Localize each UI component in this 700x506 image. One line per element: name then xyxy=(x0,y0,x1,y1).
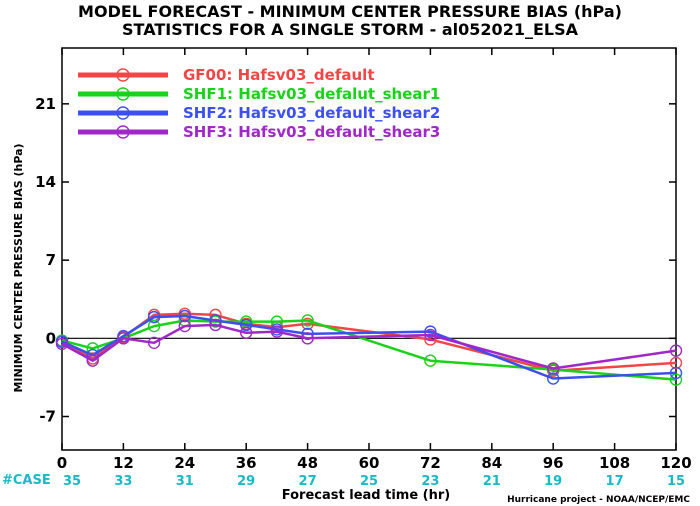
legend-entry: SHF2: Hafsv03_default_shear2 xyxy=(78,104,440,122)
case-count: 27 xyxy=(299,474,317,489)
x-tick-label: 24 xyxy=(174,454,195,472)
y-axis-label: MINIMUM CENTER PRESSURE BIAS (hPa) xyxy=(12,143,25,392)
x-tick-label: 120 xyxy=(660,454,691,472)
series-point xyxy=(239,326,253,339)
series-point xyxy=(424,354,437,367)
case-count: 15 xyxy=(667,474,685,489)
case-count: 35 xyxy=(63,474,81,489)
x-tick-label: 36 xyxy=(236,454,257,472)
y-tick-label: 0 xyxy=(46,329,56,347)
chart-title: MODEL FORECAST - MINIMUM CENTER PRESSURE… xyxy=(78,2,622,21)
legend-entry: GF00: Hafsv03_default xyxy=(78,66,374,84)
legend-marker xyxy=(116,125,130,139)
x-tick-label: 0 xyxy=(57,454,67,472)
x-tick-label: 12 xyxy=(113,454,134,472)
y-tick-label: 7 xyxy=(46,251,56,269)
x-tick-label: 72 xyxy=(420,454,441,472)
legend-label: GF00: Hafsv03_default xyxy=(183,66,374,84)
case-label: #CASE xyxy=(2,473,51,488)
series-2 xyxy=(55,314,683,386)
y-tick-label: -7 xyxy=(39,408,56,426)
series-point xyxy=(547,372,560,385)
chart-subtitle: STATISTICS FOR A SINGLE STORM - al052021… xyxy=(122,20,579,39)
legend-marker xyxy=(116,106,130,120)
series-point xyxy=(424,328,437,342)
x-tick-label: 84 xyxy=(481,454,502,472)
series-point xyxy=(147,319,161,333)
series-point xyxy=(669,356,683,370)
series-point xyxy=(424,325,437,338)
series-point xyxy=(117,332,130,345)
series-point xyxy=(209,318,222,332)
series-point xyxy=(547,362,560,375)
case-count: 31 xyxy=(176,474,194,489)
series-point xyxy=(147,336,161,349)
legend-entry: SHF3: Hafsv03_default_shear3 xyxy=(78,123,440,141)
series-point xyxy=(270,325,284,338)
series-point xyxy=(301,332,314,345)
case-count: 23 xyxy=(421,474,439,489)
legend-label: SHF1: Hafsv03_defalut_shear1 xyxy=(183,85,440,103)
x-tick-label: 96 xyxy=(543,454,564,472)
legend-marker xyxy=(116,68,130,82)
series-point xyxy=(669,366,683,380)
x-tick-label: 108 xyxy=(599,454,630,472)
series-line xyxy=(61,319,677,381)
series-point xyxy=(178,319,192,333)
case-count: 19 xyxy=(544,474,562,489)
case-count: 17 xyxy=(606,474,624,489)
y-tick-label: 21 xyxy=(35,95,56,113)
y-tick-label: 14 xyxy=(35,173,56,191)
credit-text: Hurricane project - NOAA/NCEP/EMC xyxy=(507,495,690,505)
series-point xyxy=(669,344,683,357)
case-count: 29 xyxy=(237,474,255,489)
case-count: 21 xyxy=(483,474,501,489)
legend-marker xyxy=(116,87,130,101)
series-point xyxy=(301,314,314,327)
series-4 xyxy=(55,318,683,375)
series-point xyxy=(239,318,253,332)
case-count: 33 xyxy=(114,474,132,489)
series-point xyxy=(270,315,284,328)
legend-entry: SHF1: Hafsv03_defalut_shear1 xyxy=(78,85,440,103)
series-point xyxy=(178,309,192,323)
plot-area: -7 0 7 14 21 0 35 12 33 24 31 36 29 48 27 60 25 72 23 84 21 9… xyxy=(35,47,692,489)
legend-label: SHF2: Hafsv03_default_shear2 xyxy=(183,104,440,122)
x-tick-label: 60 xyxy=(359,454,380,472)
case-count: 25 xyxy=(360,474,378,489)
x-tick-label: 48 xyxy=(297,454,318,472)
series-point xyxy=(147,310,161,324)
series-point xyxy=(55,337,69,351)
series-point xyxy=(301,317,314,331)
series-line xyxy=(61,323,677,370)
series-point xyxy=(86,354,99,367)
x-axis-label: Forecast lead time (hr) xyxy=(282,488,450,503)
legend-label: SHF3: Hafsv03_default_shear3 xyxy=(183,123,440,141)
